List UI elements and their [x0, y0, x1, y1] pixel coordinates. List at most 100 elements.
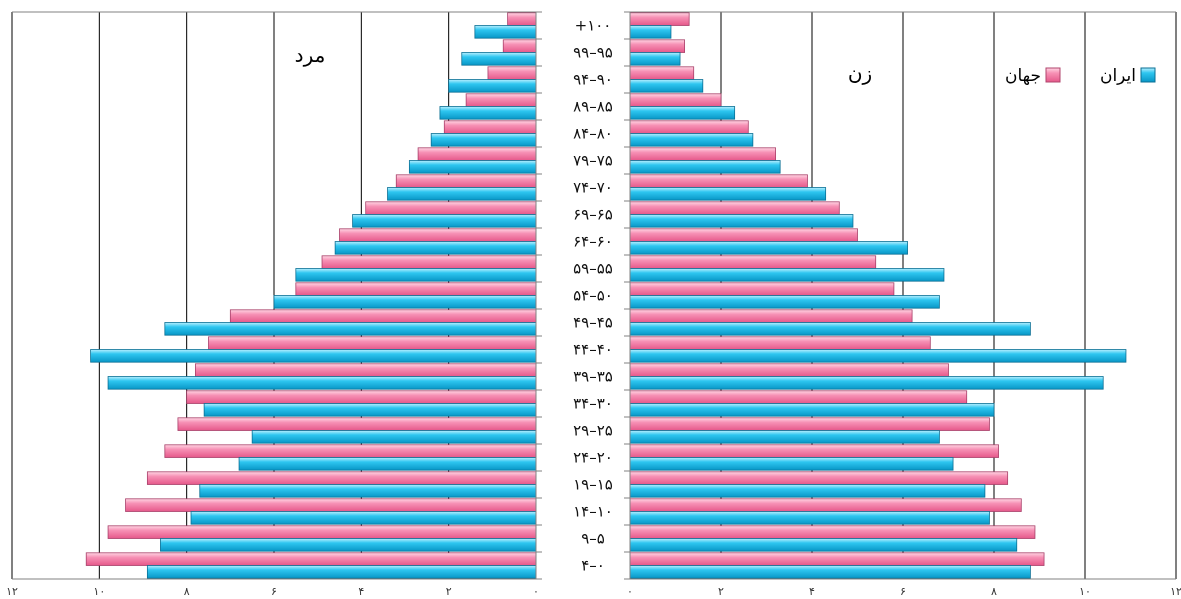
male-x-tick-label: ۰: [533, 585, 539, 598]
bar-iran-male: [160, 538, 537, 552]
bar-world-female: [629, 498, 1022, 512]
bar-iran-female: [629, 241, 908, 255]
bar-world-male: [395, 174, 537, 188]
bar-world-male: [177, 417, 537, 431]
bar-world-female: [629, 309, 913, 323]
female-panel-label: زن: [848, 61, 872, 85]
bar-world-female: [629, 12, 690, 26]
age-group-label: ۴۹–۴۵: [573, 314, 613, 332]
legend-label-world: جهان: [1005, 66, 1041, 86]
bar-iran-male: [90, 349, 537, 363]
bar-world-male: [229, 309, 537, 323]
female-panel-bars: [629, 12, 1127, 579]
age-group-label: ۷۹–۷۵: [573, 152, 613, 170]
age-group-label: ۶۴–۶۰: [573, 233, 613, 251]
age-group-label: ۹۹–۹۵: [573, 44, 613, 62]
bar-world-male: [85, 552, 537, 566]
bar-world-male: [295, 282, 537, 296]
bar-world-female: [629, 120, 749, 134]
bar-iran-female: [629, 565, 1031, 579]
bar-world-female: [629, 147, 777, 161]
bar-iran-male: [461, 52, 537, 66]
bar-world-female: [629, 66, 695, 80]
bar-iran-female: [629, 457, 954, 471]
bar-iran-male: [238, 457, 537, 471]
age-group-label: ۴–۰: [581, 557, 605, 575]
bar-world-female: [629, 417, 990, 431]
male-panel-bars: [85, 12, 537, 579]
age-group-label: ۳۴–۳۰: [573, 395, 613, 413]
bar-iran-male: [352, 214, 537, 228]
legend-label-iran: ایران: [1100, 66, 1136, 86]
bar-iran-male: [273, 295, 537, 309]
bar-iran-female: [629, 214, 854, 228]
bar-world-female: [629, 228, 858, 242]
bar-iran-male: [107, 376, 537, 390]
bar-world-male: [339, 228, 537, 242]
bar-iran-male: [387, 187, 537, 201]
female-x-tick-label: ۱۲: [1170, 585, 1181, 598]
bar-world-female: [629, 174, 808, 188]
bar-iran-female: [629, 430, 940, 444]
age-group-label: ۳۹–۳۵: [573, 368, 613, 386]
bar-world-male: [465, 93, 537, 107]
bar-iran-female: [629, 133, 754, 147]
bar-iran-female: [629, 160, 781, 174]
age-group-labels: +۱۰۰ ۹۹–۹۵ ۹۴–۹۰ ۸۹–۸۵ ۸۴–۸۰ ۷۹–۷۵ ۷۴–۷۰ ۶۹–۶۵ ۶…: [573, 17, 613, 575]
age-group-label: ۵۹–۵۵: [573, 260, 613, 278]
age-group-label: ۹–۵: [581, 530, 605, 548]
bar-world-male: [164, 444, 537, 458]
bar-iran-female: [629, 295, 940, 309]
x-tick-labels: ۰ ۰ ۲ ۲ ۴ ۴ ۶ ۶ ۸ ۸ ۱۰ ۱۰ ۱۲ ۱۲: [6, 585, 1181, 598]
bar-world-male: [194, 363, 537, 377]
age-group-label: ۵۴–۵۰: [573, 287, 613, 305]
age-group-label: ۹۴–۹۰: [573, 71, 613, 89]
male-x-tick-label: ۱۲: [6, 585, 18, 598]
female-x-tick-label: ۶: [900, 585, 906, 598]
bar-world-male: [507, 12, 537, 26]
bar-iran-male: [334, 241, 537, 255]
bar-iran-male: [430, 133, 537, 147]
bar-world-female: [629, 282, 895, 296]
age-group-label: ۲۹–۲۵: [573, 422, 613, 440]
bar-world-female: [629, 444, 999, 458]
age-group-label: ۷۴–۷۰: [573, 179, 613, 197]
bar-iran-female: [629, 106, 736, 120]
bar-iran-female: [629, 187, 827, 201]
male-x-tick-label: ۶: [271, 585, 277, 598]
bar-iran-female: [629, 403, 995, 417]
age-group-label: +۱۰۰: [575, 17, 612, 35]
bar-iran-female: [629, 538, 1018, 552]
bar-world-female: [629, 39, 685, 53]
bar-world-female: [629, 525, 1036, 539]
male-x-tick-label: ۲: [446, 585, 452, 598]
legend: ایران جهان: [1005, 66, 1156, 86]
bar-iran-female: [629, 268, 945, 282]
chart-axes: [12, 11, 1176, 580]
bar-world-female: [629, 201, 840, 215]
female-x-tick-label: ۰: [627, 585, 633, 598]
legend-swatch-world: [1045, 67, 1061, 83]
bar-world-female: [629, 336, 931, 350]
bar-iran-female: [629, 79, 704, 93]
bar-iran-male: [203, 403, 537, 417]
bar-world-male: [146, 471, 537, 485]
bar-world-female: [629, 552, 1045, 566]
bar-iran-female: [629, 511, 990, 525]
bar-world-female: [629, 363, 949, 377]
bar-world-male: [417, 147, 537, 161]
age-group-label: ۲۴–۲۰: [573, 449, 613, 467]
bar-world-male: [487, 66, 537, 80]
female-x-tick-label: ۱۰: [1079, 585, 1091, 598]
age-group-label: ۸۴–۸۰: [573, 125, 613, 143]
bar-world-male: [365, 201, 537, 215]
age-group-label: ۴۴–۴۰: [573, 341, 613, 359]
bar-iran-female: [629, 322, 1031, 336]
bar-world-female: [629, 255, 877, 269]
bar-world-male: [125, 498, 537, 512]
bar-iran-female: [629, 484, 986, 498]
bar-iran-female: [629, 376, 1104, 390]
male-x-tick-label: ۱۰: [93, 585, 105, 598]
male-panel-label: مرد: [295, 43, 326, 67]
